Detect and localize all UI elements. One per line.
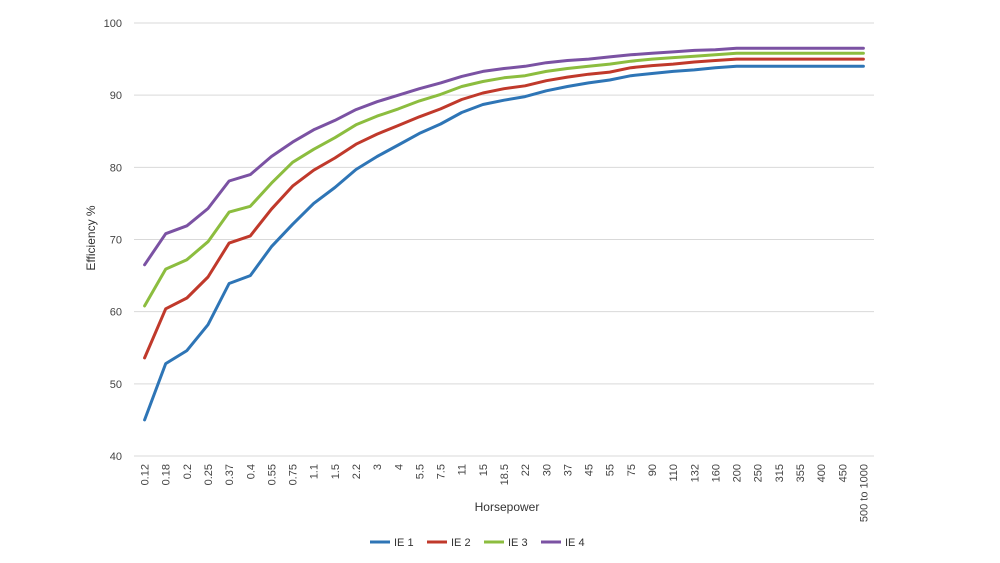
- x-tick-label: 55: [605, 464, 617, 476]
- x-tick-label: 1.5: [330, 464, 342, 479]
- x-tick-label: 0.37: [224, 464, 236, 485]
- y-axis-title: Efficiency %: [84, 205, 98, 270]
- x-tick-label: 2.2: [351, 464, 363, 479]
- x-axis-ticks: 0.12 0.18 0.2 0.25 0.37 0.4 0.55 0.75 1.1 1.5 2.2 3…: [140, 464, 871, 522]
- y-tick-label: 90: [110, 90, 122, 102]
- x-tick-label: 0.4: [245, 464, 257, 479]
- series-lines: [143, 46, 865, 422]
- x-tick-label: 18.5: [499, 464, 511, 485]
- x-tick-label: 22: [520, 464, 532, 476]
- x-tick-label: 132: [689, 464, 701, 482]
- x-tick-label: 0.75: [288, 464, 300, 485]
- y-axis-ticks: 40 50 60 70 80 90 100: [104, 18, 122, 463]
- x-tick-label: 7.5: [436, 464, 448, 479]
- x-tick-label: 450: [837, 464, 849, 482]
- x-tick-label: 75: [626, 464, 638, 476]
- x-tick-label: 15: [478, 464, 490, 476]
- x-tick-label: 5.5: [414, 464, 426, 479]
- x-tick-label: 37: [562, 464, 574, 476]
- x-tick-label: 90: [647, 464, 659, 476]
- legend: IE 1 IE 2 IE 3 IE 4: [370, 537, 585, 549]
- x-tick-label: 0.2: [182, 464, 194, 479]
- x-tick-label: 45: [584, 464, 596, 476]
- y-tick-label: 40: [110, 451, 122, 463]
- x-tick-label: 315: [774, 464, 786, 482]
- x-tick-label: 3: [372, 464, 384, 470]
- legend-label: IE 2: [451, 537, 471, 549]
- x-tick-label: 0.25: [203, 464, 215, 485]
- series-line-ie-2: [143, 57, 865, 360]
- legend-label: IE 4: [565, 537, 585, 549]
- x-tick-label: 30: [541, 464, 553, 476]
- x-tick-label: 250: [753, 464, 765, 482]
- x-tick-label: 0.12: [140, 464, 152, 485]
- legend-label: IE 3: [508, 537, 528, 549]
- x-axis-title: Horsepower: [475, 500, 540, 514]
- x-tick-label: 0.18: [161, 464, 173, 485]
- x-tick-label: 400: [816, 464, 828, 482]
- x-tick-label: 1.1: [309, 464, 321, 479]
- y-tick-label: 50: [110, 379, 122, 391]
- y-tick-label: 70: [110, 235, 122, 247]
- series-line-ie-3: [143, 51, 865, 308]
- y-tick-label: 100: [104, 18, 122, 30]
- x-tick-label: 0.55: [266, 464, 278, 485]
- x-tick-label: 4: [393, 464, 405, 470]
- x-tick-label: 110: [668, 464, 680, 482]
- series-line-ie-1: [143, 64, 865, 422]
- x-tick-label: 200: [732, 464, 744, 482]
- series-line-ie-4: [143, 46, 865, 267]
- y-tick-label: 60: [110, 307, 122, 319]
- legend-label: IE 1: [394, 537, 414, 549]
- y-tick-label: 80: [110, 162, 122, 174]
- x-tick-label: 11: [457, 464, 469, 475]
- x-tick-label: 355: [795, 464, 807, 482]
- x-tick-label: 160: [710, 464, 722, 482]
- x-tick-label: 500 to 1000: [858, 464, 870, 522]
